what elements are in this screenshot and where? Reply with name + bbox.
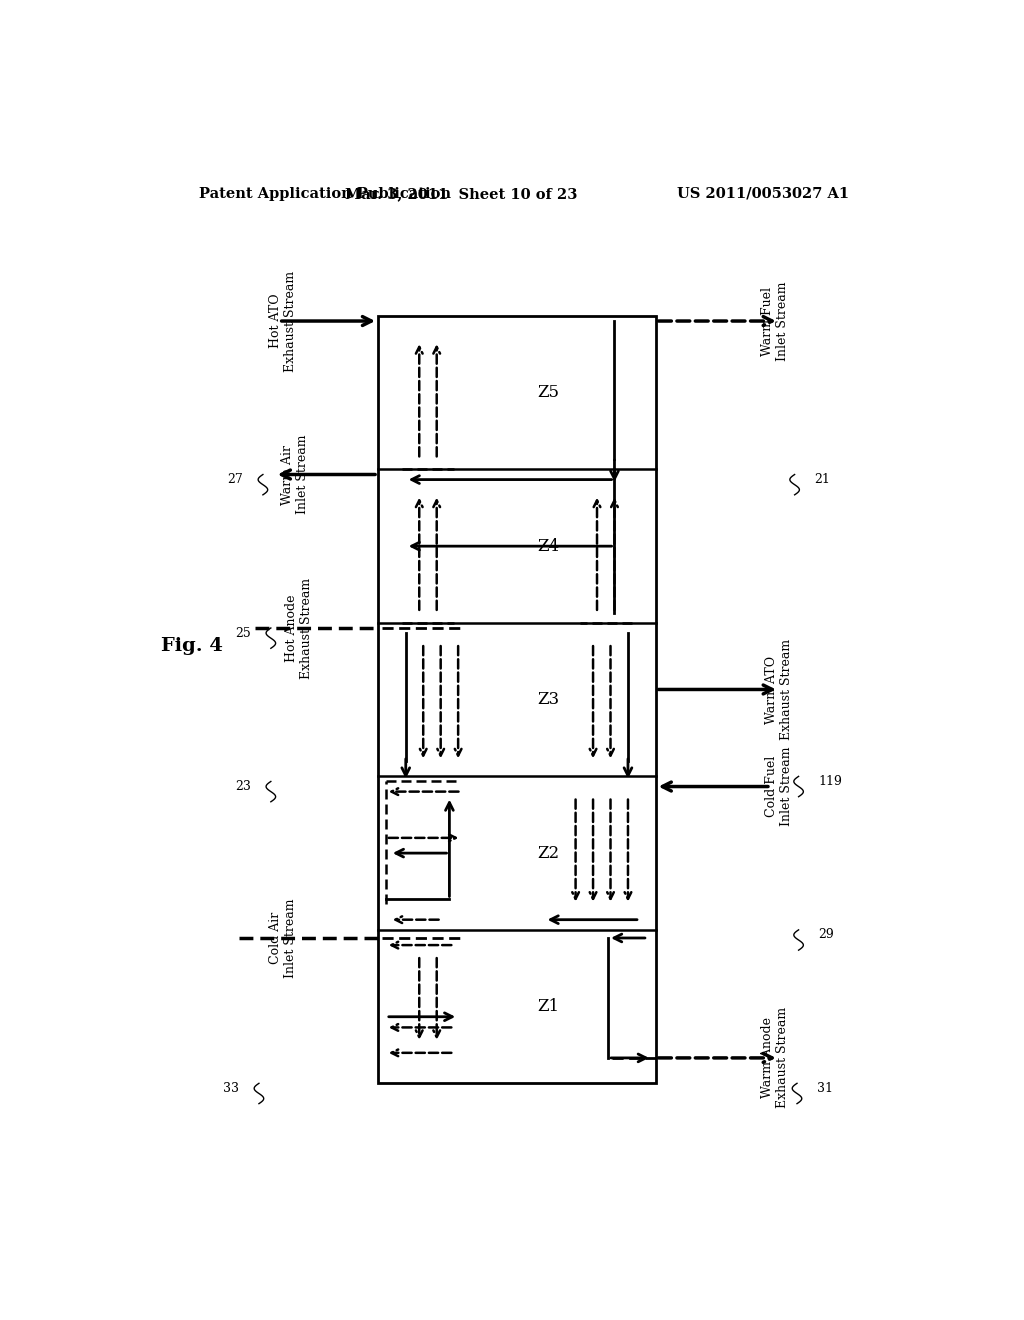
Text: US 2011/0053027 A1: US 2011/0053027 A1 [677,187,849,201]
Text: Cold Fuel
Inlet Stream: Cold Fuel Inlet Stream [765,747,793,826]
Text: Cold Air
Inlet Stream: Cold Air Inlet Stream [268,898,297,978]
Text: Warm Air
Inlet Stream: Warm Air Inlet Stream [281,434,308,515]
Text: Fig. 4: Fig. 4 [161,638,222,655]
Text: Patent Application Publication: Patent Application Publication [200,187,452,201]
Text: Z1: Z1 [538,998,560,1015]
Text: 21: 21 [814,473,830,486]
Text: Z5: Z5 [538,384,559,401]
Text: Mar. 3, 2011  Sheet 10 of 23: Mar. 3, 2011 Sheet 10 of 23 [345,187,578,201]
Text: Warm ATO
Exhaust Stream: Warm ATO Exhaust Stream [765,639,793,741]
Text: Z2: Z2 [538,845,560,862]
Text: Hot ATO
Exhaust Stream: Hot ATO Exhaust Stream [268,271,297,372]
Text: 25: 25 [236,627,251,640]
Text: 31: 31 [817,1082,833,1094]
Text: Z3: Z3 [538,692,560,708]
Text: Z4: Z4 [538,537,560,554]
Text: Warm Fuel
Inlet Stream: Warm Fuel Inlet Stream [761,281,788,360]
Bar [378,315,655,1084]
Text: 23: 23 [236,780,251,793]
Text: 29: 29 [818,928,835,941]
Text: Warm Anode
Exhaust Stream: Warm Anode Exhaust Stream [761,1007,788,1109]
Text: 33: 33 [223,1082,240,1094]
Text: 119: 119 [818,775,843,788]
Text: Hot Anode
Exhaust Stream: Hot Anode Exhaust Stream [285,577,312,678]
Text: 27: 27 [227,473,243,486]
